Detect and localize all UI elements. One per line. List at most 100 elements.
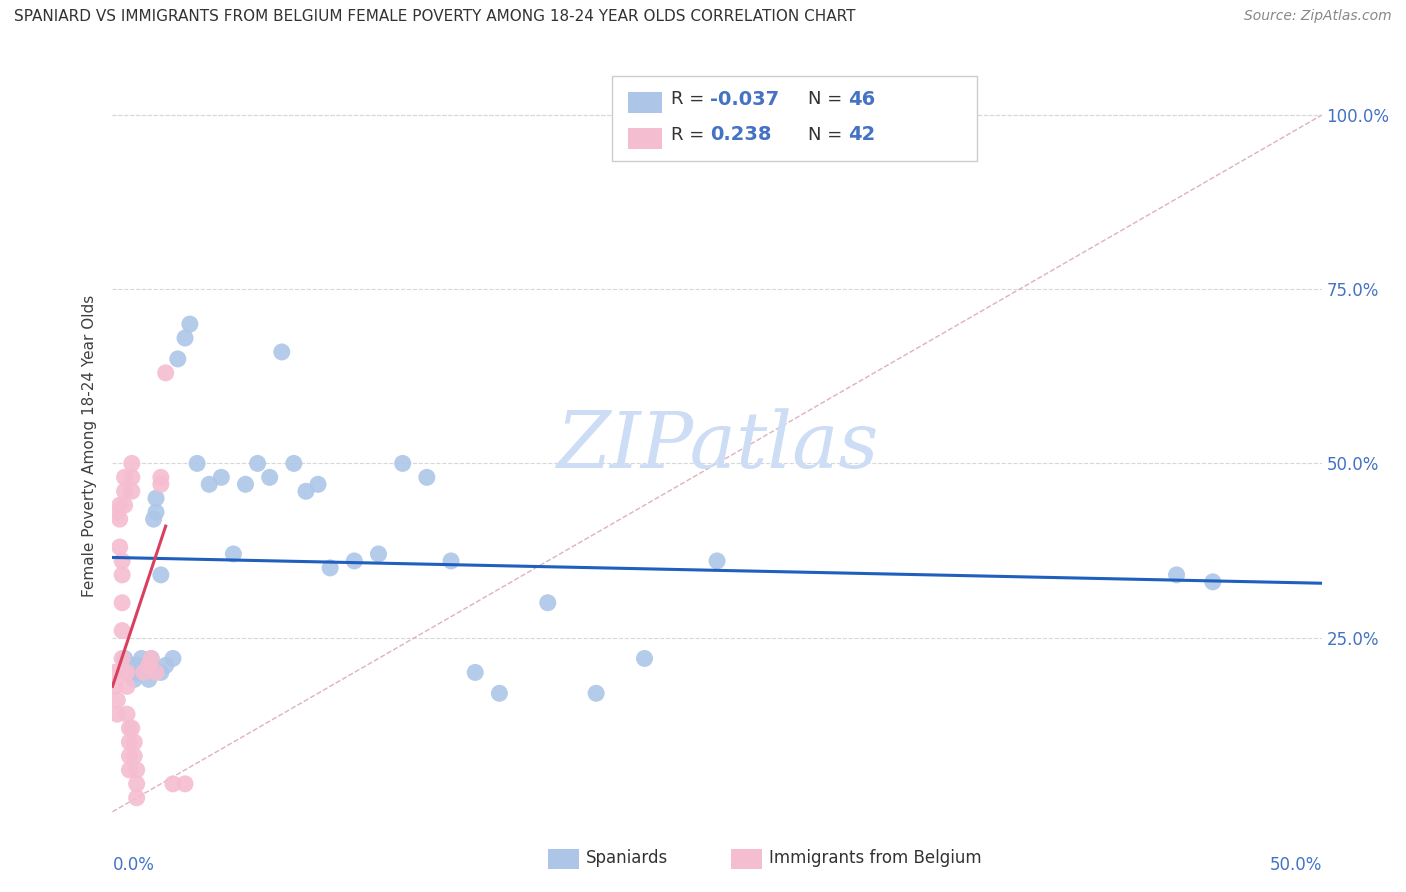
Point bbox=[235, 477, 257, 491]
Point bbox=[145, 491, 167, 506]
Text: 46: 46 bbox=[848, 89, 875, 109]
Point bbox=[125, 763, 148, 777]
Text: 42: 42 bbox=[848, 125, 875, 145]
Point bbox=[108, 498, 131, 512]
Point bbox=[633, 651, 655, 665]
Point bbox=[122, 749, 145, 764]
Point bbox=[145, 505, 167, 519]
Text: Immigrants from Belgium: Immigrants from Belgium bbox=[769, 849, 981, 867]
Point bbox=[416, 470, 439, 484]
Point bbox=[118, 763, 141, 777]
Point bbox=[138, 673, 160, 687]
Point bbox=[125, 777, 148, 791]
Point bbox=[179, 317, 201, 331]
Point bbox=[162, 777, 184, 791]
Point bbox=[142, 512, 165, 526]
Point bbox=[122, 735, 145, 749]
Point bbox=[114, 484, 136, 499]
Text: R =: R = bbox=[671, 90, 710, 108]
Point bbox=[209, 470, 232, 484]
Point bbox=[132, 665, 155, 680]
Point bbox=[155, 658, 177, 673]
Point bbox=[464, 665, 486, 680]
Point bbox=[111, 554, 134, 568]
Point bbox=[149, 470, 172, 484]
Point bbox=[118, 721, 141, 735]
Point bbox=[108, 540, 131, 554]
Point bbox=[111, 567, 134, 582]
Point bbox=[149, 567, 172, 582]
Point bbox=[391, 457, 413, 471]
Text: Spaniards: Spaniards bbox=[586, 849, 668, 867]
Point bbox=[307, 477, 329, 491]
Point bbox=[108, 512, 131, 526]
Point bbox=[125, 658, 148, 673]
Point bbox=[141, 651, 163, 665]
Text: SPANIARD VS IMMIGRANTS FROM BELGIUM FEMALE POVERTY AMONG 18-24 YEAR OLDS CORRELA: SPANIARD VS IMMIGRANTS FROM BELGIUM FEMA… bbox=[14, 9, 856, 24]
Point bbox=[118, 665, 141, 680]
Point bbox=[132, 665, 155, 680]
Point bbox=[155, 366, 177, 380]
Text: N =: N = bbox=[808, 126, 848, 144]
Text: R =: R = bbox=[671, 126, 716, 144]
Point bbox=[343, 554, 366, 568]
Point bbox=[115, 707, 138, 722]
Point bbox=[162, 651, 184, 665]
Point bbox=[111, 624, 134, 638]
Point bbox=[114, 498, 136, 512]
Point bbox=[114, 665, 136, 680]
Point bbox=[138, 658, 160, 673]
Point bbox=[114, 470, 136, 484]
Point bbox=[1202, 574, 1225, 589]
Point bbox=[105, 505, 128, 519]
Point bbox=[114, 651, 136, 665]
Point bbox=[138, 658, 160, 673]
Point bbox=[118, 735, 141, 749]
Point bbox=[111, 596, 134, 610]
Point bbox=[122, 673, 145, 687]
Point bbox=[125, 790, 148, 805]
Point bbox=[149, 665, 172, 680]
Point bbox=[174, 331, 197, 345]
Point bbox=[121, 658, 143, 673]
Point bbox=[141, 651, 163, 665]
Point bbox=[295, 484, 318, 499]
Point bbox=[1166, 567, 1188, 582]
Point bbox=[270, 345, 292, 359]
Text: 50.0%: 50.0% bbox=[1270, 855, 1322, 873]
Point bbox=[166, 351, 188, 366]
Point bbox=[121, 457, 143, 471]
Point bbox=[259, 470, 281, 484]
Point bbox=[118, 749, 141, 764]
Point bbox=[131, 651, 153, 665]
Point bbox=[198, 477, 221, 491]
Point bbox=[105, 693, 128, 707]
Point bbox=[440, 554, 463, 568]
Point bbox=[121, 484, 143, 499]
Point bbox=[706, 554, 728, 568]
Point bbox=[222, 547, 245, 561]
Point bbox=[125, 665, 148, 680]
Point bbox=[104, 679, 127, 693]
Point bbox=[145, 665, 167, 680]
Point bbox=[174, 777, 197, 791]
Point bbox=[186, 457, 208, 471]
Point bbox=[104, 665, 127, 680]
Point bbox=[115, 665, 138, 680]
Point bbox=[149, 477, 172, 491]
Point bbox=[283, 457, 305, 471]
Point bbox=[246, 457, 269, 471]
Text: 0.238: 0.238 bbox=[710, 125, 772, 145]
Point bbox=[111, 651, 134, 665]
Point bbox=[105, 707, 128, 722]
Point bbox=[121, 470, 143, 484]
Point bbox=[488, 686, 510, 700]
Point bbox=[115, 679, 138, 693]
Point bbox=[537, 596, 560, 610]
Text: ZIPatlas: ZIPatlas bbox=[555, 408, 879, 484]
Text: N =: N = bbox=[808, 90, 848, 108]
Text: -0.037: -0.037 bbox=[710, 89, 779, 109]
Point bbox=[121, 721, 143, 735]
Text: 0.0%: 0.0% bbox=[112, 855, 155, 873]
Point bbox=[585, 686, 607, 700]
